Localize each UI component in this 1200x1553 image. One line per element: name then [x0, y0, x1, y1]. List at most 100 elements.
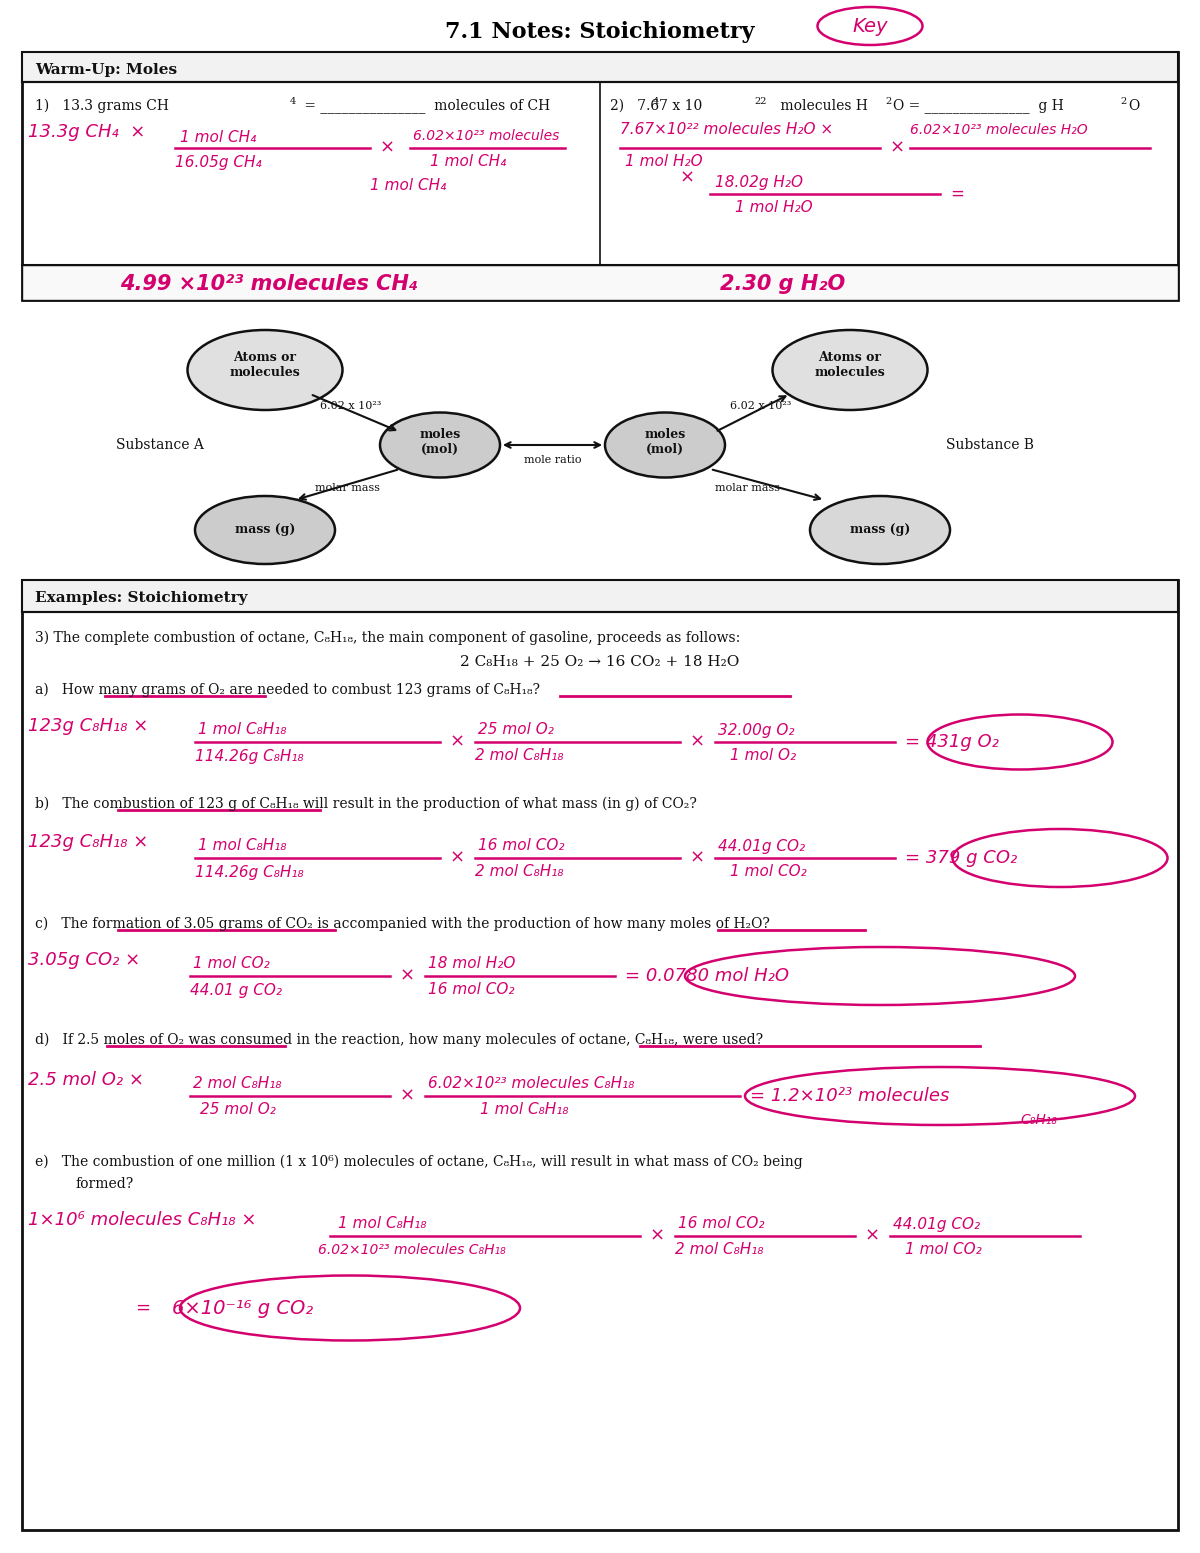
Text: Key: Key — [852, 17, 888, 36]
Ellipse shape — [773, 329, 928, 410]
Text: 25 mol O₂: 25 mol O₂ — [478, 722, 554, 738]
Bar — [22, 51, 1178, 300]
Text: 114.26g C₈H₁₈: 114.26g C₈H₁₈ — [194, 749, 304, 764]
Text: 114.26g C₈H₁₈: 114.26g C₈H₁₈ — [194, 865, 304, 879]
Ellipse shape — [194, 495, 335, 564]
Text: 6.02 x 10²³: 6.02 x 10²³ — [730, 401, 791, 412]
Text: mole ratio: mole ratio — [524, 455, 582, 464]
Text: 1 mol CH₄: 1 mol CH₄ — [370, 177, 446, 193]
Bar — [22, 51, 1178, 82]
Ellipse shape — [605, 413, 725, 477]
Text: 1 mol O₂: 1 mol O₂ — [730, 749, 796, 764]
Text: = 431g O₂: = 431g O₂ — [905, 733, 998, 752]
Text: molecules H: molecules H — [776, 99, 868, 113]
Text: O = _______________  g H: O = _______________ g H — [893, 98, 1063, 113]
Text: ×: × — [400, 1087, 415, 1106]
Text: 22: 22 — [754, 96, 767, 106]
Ellipse shape — [810, 495, 950, 564]
Text: 16 mol CO₂: 16 mol CO₂ — [428, 983, 515, 997]
Text: 3.05g CO₂ ×: 3.05g CO₂ × — [28, 950, 140, 969]
Text: d)   If 2.5 moles of O₂ was consumed in the reaction, how many molecules of octa: d) If 2.5 moles of O₂ was consumed in th… — [35, 1033, 763, 1047]
Text: 6.02×10²³ molecules: 6.02×10²³ molecules — [413, 129, 559, 143]
Text: 7.1 Notes: Stoichiometry: 7.1 Notes: Stoichiometry — [445, 22, 755, 43]
Text: 2 mol C₈H₁₈: 2 mol C₈H₁₈ — [193, 1076, 282, 1092]
Text: 1)   13.3 grams CH: 1) 13.3 grams CH — [35, 99, 169, 113]
Text: ×: × — [450, 849, 466, 867]
Text: = _______________  molecules of CH: = _______________ molecules of CH — [300, 98, 550, 113]
Text: C₈H₁₈: C₈H₁₈ — [1020, 1114, 1057, 1127]
Text: 1 mol CO₂: 1 mol CO₂ — [905, 1242, 982, 1258]
Text: = 379 g CO₂: = 379 g CO₂ — [905, 849, 1018, 867]
Text: 7.67×10²² molecules H₂O ×: 7.67×10²² molecules H₂O × — [620, 123, 833, 138]
Text: 123g C₈H₁₈ ×: 123g C₈H₁₈ × — [28, 832, 149, 851]
Text: 2 mol C₈H₁₈: 2 mol C₈H₁₈ — [674, 1242, 763, 1258]
Text: ×: × — [650, 1227, 665, 1246]
Text: mass (g): mass (g) — [235, 523, 295, 536]
Text: 3) The complete combustion of octane, C₈H₁₈, the main component of gasoline, pro: 3) The complete combustion of octane, C₈… — [35, 631, 740, 644]
Text: 1 mol CO₂: 1 mol CO₂ — [730, 865, 806, 879]
Text: 2.30 g H₂O: 2.30 g H₂O — [720, 273, 845, 294]
Text: =: = — [134, 1298, 150, 1317]
Text: molar mass: molar mass — [314, 483, 380, 492]
Text: 44.01g CO₂: 44.01g CO₂ — [718, 839, 805, 854]
Text: 1 mol C₈H₁₈: 1 mol C₈H₁₈ — [338, 1216, 426, 1232]
Text: 6.02 x 10²³: 6.02 x 10²³ — [320, 401, 382, 412]
Text: =: = — [950, 185, 964, 203]
Text: = 1.2×10²³ molecules: = 1.2×10²³ molecules — [750, 1087, 949, 1106]
Ellipse shape — [380, 413, 500, 477]
Text: ×: × — [450, 733, 466, 752]
Text: 1 mol C₈H₁₈: 1 mol C₈H₁₈ — [480, 1103, 569, 1118]
Text: ×: × — [690, 733, 706, 752]
Text: 4: 4 — [653, 96, 659, 106]
Text: c)   The formation of 3.05 grams of CO₂ is accompanied with the production of ho: c) The formation of 3.05 grams of CO₂ is… — [35, 916, 770, 932]
Text: b)   The combustion of 123 g of C₈H₁₈ will result in the production of what mass: b) The combustion of 123 g of C₈H₁₈ will… — [35, 797, 697, 811]
Text: 16 mol CO₂: 16 mol CO₂ — [678, 1216, 764, 1232]
Text: 1 mol H₂O: 1 mol H₂O — [734, 200, 812, 216]
Text: 1×10⁶ molecules C₈H₁₈ ×: 1×10⁶ molecules C₈H₁₈ × — [28, 1211, 257, 1228]
Text: mass (g): mass (g) — [850, 523, 910, 536]
Text: ×: × — [680, 169, 695, 186]
Text: 6.02×10²³ molecules C₈H₁₈: 6.02×10²³ molecules C₈H₁₈ — [318, 1242, 505, 1256]
Text: 1 mol C₈H₁₈: 1 mol C₈H₁₈ — [198, 839, 287, 854]
Text: 4: 4 — [290, 96, 296, 106]
Text: ×: × — [690, 849, 706, 867]
Text: 2.5 mol O₂ ×: 2.5 mol O₂ × — [28, 1072, 144, 1089]
Text: e)   The combustion of one million (1 x 10⁶) molecules of octane, C₈H₁₈, will re: e) The combustion of one million (1 x 10… — [35, 1155, 803, 1169]
Text: molar mass: molar mass — [715, 483, 780, 492]
Text: 16 mol CO₂: 16 mol CO₂ — [478, 839, 564, 854]
Text: 18 mol H₂O: 18 mol H₂O — [428, 957, 515, 972]
Text: 123g C₈H₁₈ ×: 123g C₈H₁₈ × — [28, 717, 149, 735]
Text: 2)   7.67 x 10: 2) 7.67 x 10 — [610, 99, 702, 113]
Text: ×: × — [400, 968, 415, 985]
Ellipse shape — [187, 329, 342, 410]
Text: formed?: formed? — [74, 1177, 133, 1191]
Text: 1 mol CH₄: 1 mol CH₄ — [180, 130, 257, 146]
Text: Warm-Up: Moles: Warm-Up: Moles — [35, 64, 178, 78]
Text: 13.3g CH₄  ×: 13.3g CH₄ × — [28, 123, 145, 141]
Text: Substance A: Substance A — [116, 438, 204, 452]
Text: 2: 2 — [886, 96, 892, 106]
Text: Atoms or
molecules: Atoms or molecules — [229, 351, 300, 379]
Text: 6.02×10²³ molecules H₂O: 6.02×10²³ molecules H₂O — [910, 123, 1087, 137]
Text: 1 mol CH₄: 1 mol CH₄ — [430, 154, 506, 169]
Text: 25 mol O₂: 25 mol O₂ — [200, 1103, 276, 1118]
Text: O: O — [1128, 99, 1139, 113]
Text: 1 mol H₂O: 1 mol H₂O — [625, 154, 703, 169]
Text: 6×10⁻¹⁶ g CO₂: 6×10⁻¹⁶ g CO₂ — [172, 1298, 313, 1317]
Text: 2: 2 — [1120, 96, 1127, 106]
Text: Substance B: Substance B — [946, 438, 1034, 452]
Text: Atoms or
molecules: Atoms or molecules — [815, 351, 886, 379]
Text: ×: × — [380, 140, 395, 157]
Bar — [22, 579, 1178, 1530]
Text: moles
(mol): moles (mol) — [419, 429, 461, 457]
Text: 18.02g H₂O: 18.02g H₂O — [715, 174, 803, 189]
Text: 4.99 ×10²³ molecules CH₄: 4.99 ×10²³ molecules CH₄ — [120, 273, 418, 294]
Text: 16.05g CH₄: 16.05g CH₄ — [175, 154, 262, 169]
Bar — [22, 579, 1178, 612]
Text: Examples: Stoichiometry: Examples: Stoichiometry — [35, 592, 247, 606]
Text: 32.00g O₂: 32.00g O₂ — [718, 722, 794, 738]
Text: moles
(mol): moles (mol) — [644, 429, 685, 457]
Bar — [22, 266, 1178, 300]
Text: a)   How many grams of O₂ are needed to combust 123 grams of C₈H₁₈?: a) How many grams of O₂ are needed to co… — [35, 683, 540, 697]
Text: = 0.0780 mol H₂O: = 0.0780 mol H₂O — [625, 968, 790, 985]
